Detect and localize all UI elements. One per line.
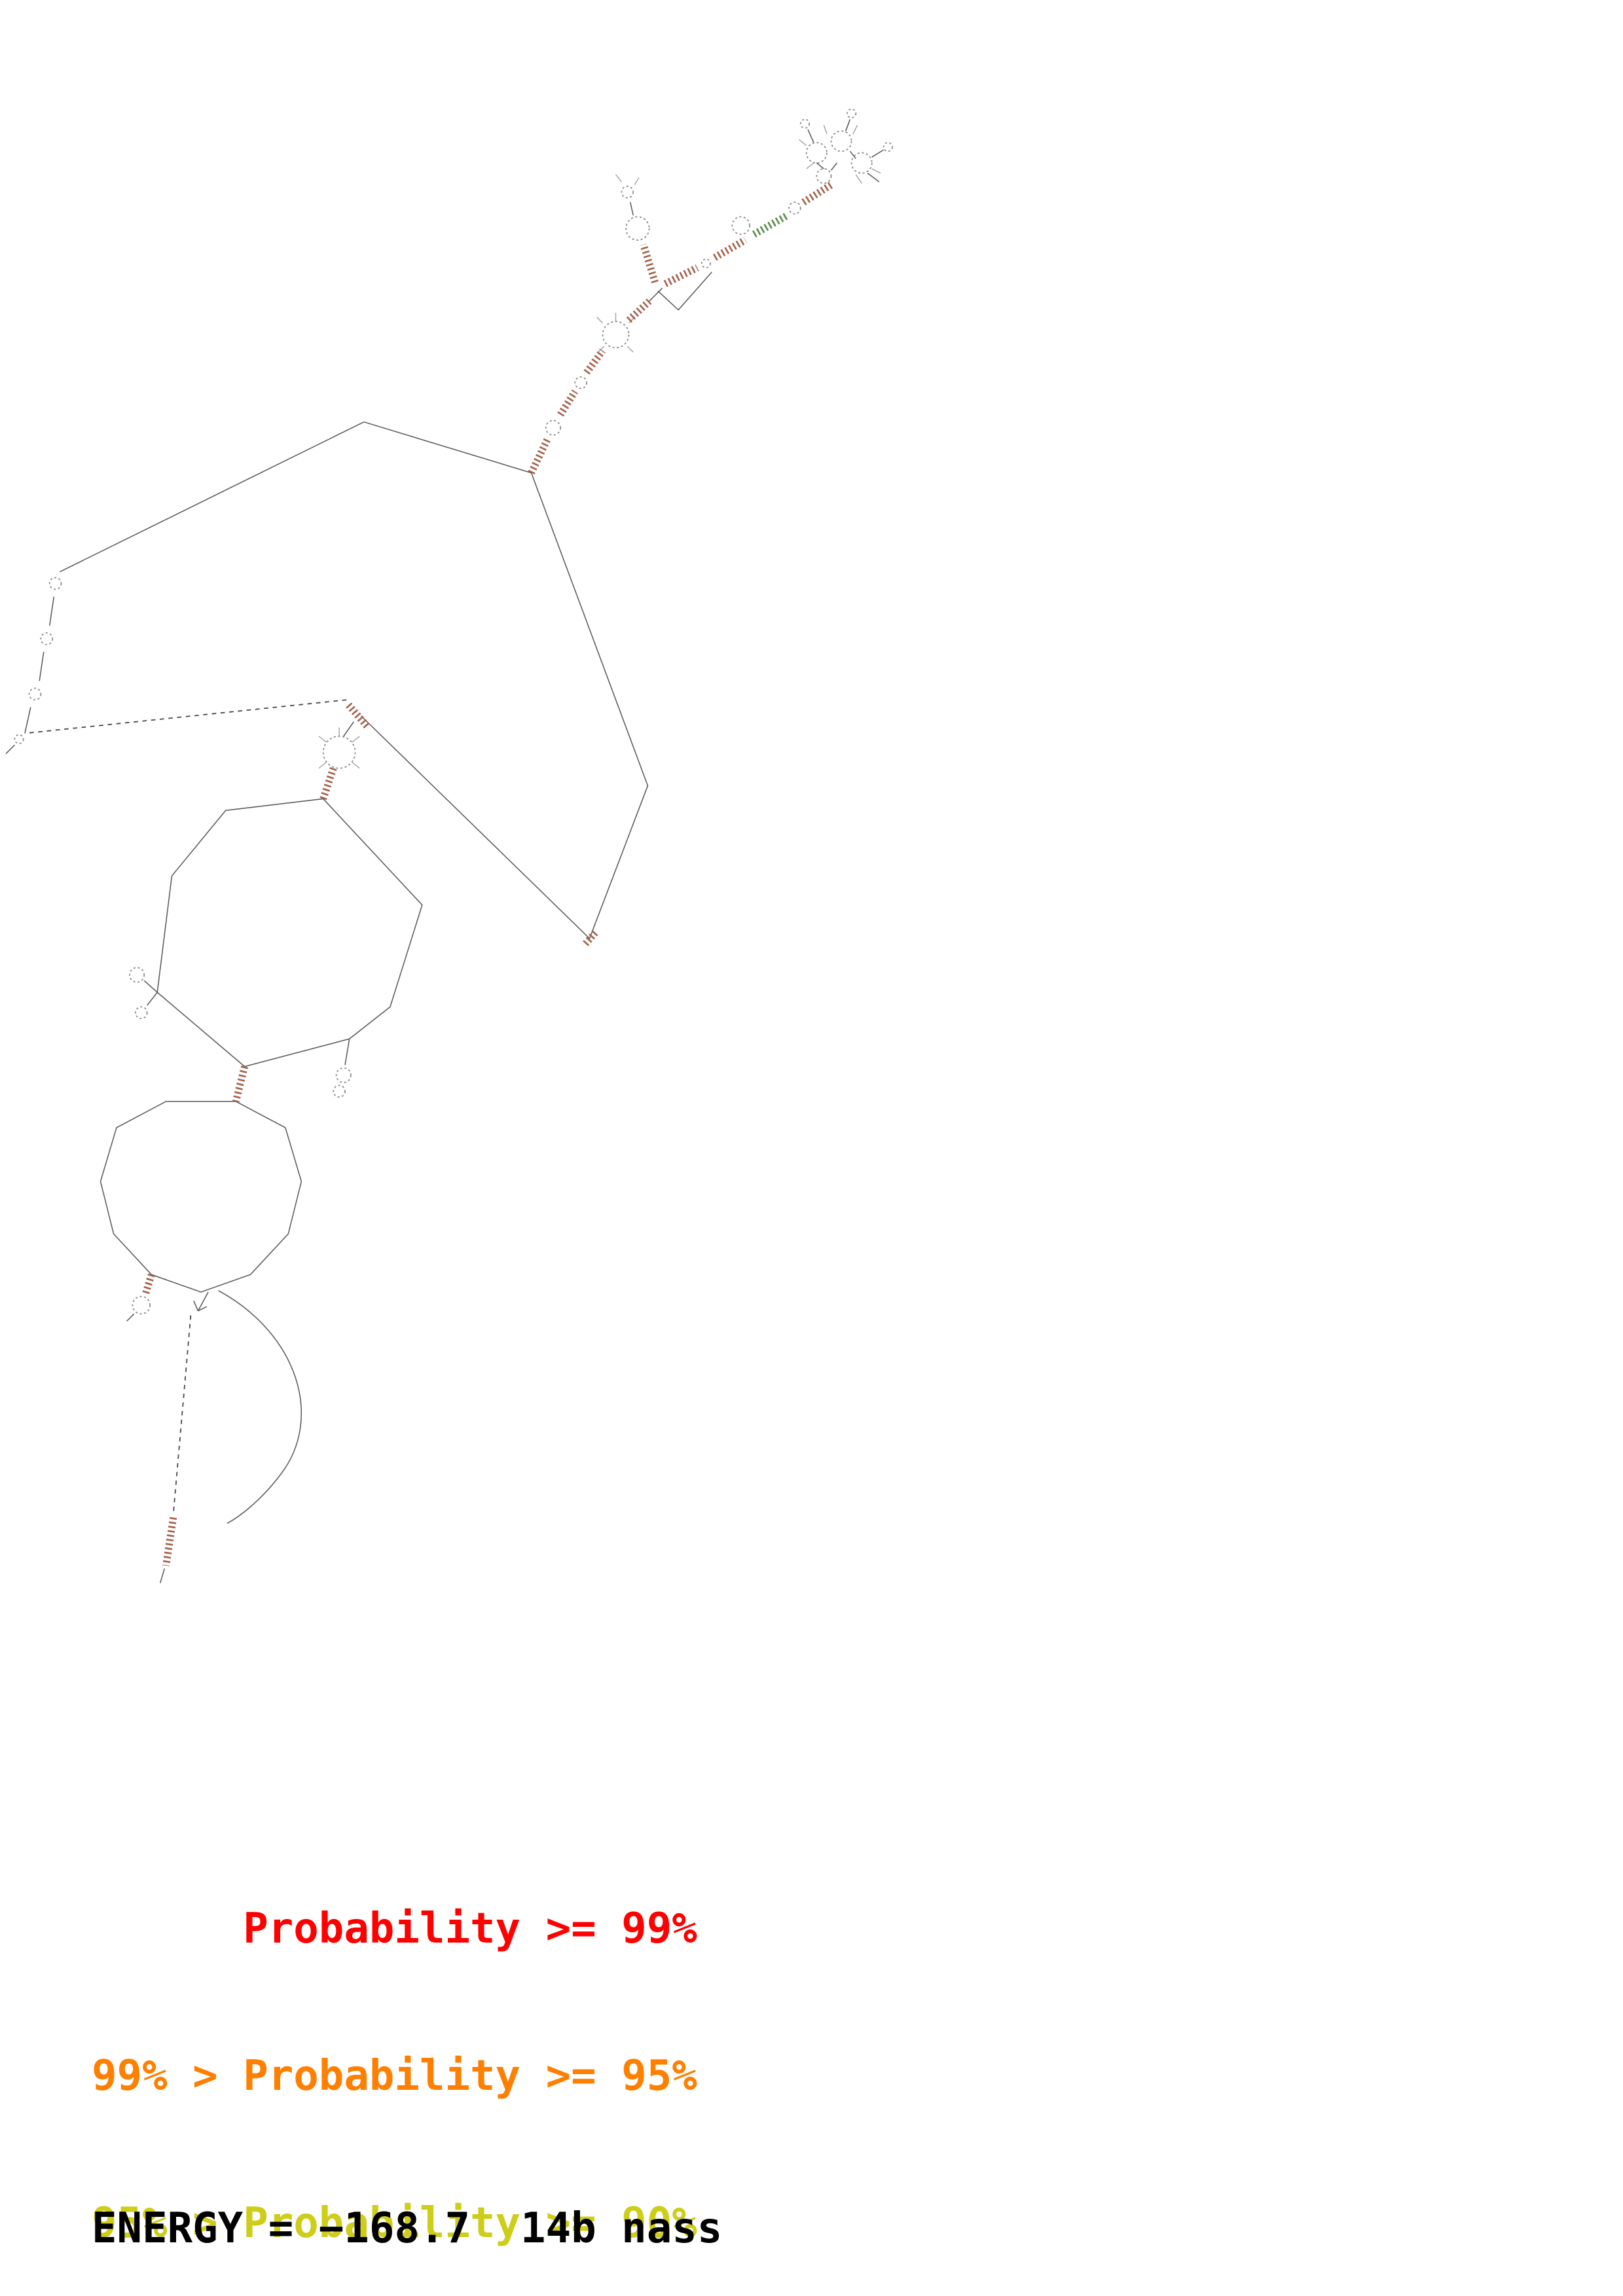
hairpin-loop-icon	[625, 216, 650, 241]
connector-helix-1-2	[318, 702, 370, 800]
hairpin-loop-icon	[40, 632, 54, 645]
lower-tail	[159, 1290, 302, 1583]
bulge-loop-icon	[731, 216, 750, 235]
legend-line-90: 95% > Probability >= 90%	[92, 2199, 697, 2248]
round-loop-3	[100, 1101, 302, 1322]
legend-line-95: 99% > Probability >= 95%	[92, 2052, 697, 2100]
multibranch-loop-2	[129, 798, 423, 1098]
energy-label: ENERGY = −168.7 14b nass	[92, 2204, 723, 2253]
single-strand-arc	[218, 1290, 302, 1524]
chain-to-apex	[663, 181, 833, 287]
hairpin-loop-icon	[129, 967, 145, 983]
hairpin-loop-icon	[48, 577, 62, 590]
hairpin-loop-icon	[132, 1295, 151, 1315]
apex-loop-cluster	[799, 108, 893, 184]
connector-helix-2-3	[232, 1066, 249, 1103]
legend-line-99: Probability >= 99%	[92, 1905, 697, 1953]
probability-legend: Probability >= 99% 99% > Probability >= …	[92, 1806, 697, 2296]
hairpin-loop-icon	[28, 687, 42, 701]
hairpin-loop-icon	[335, 1067, 352, 1083]
interior-loop-icon	[322, 735, 356, 769]
terminal-helix	[162, 1516, 177, 1566]
strand-arrow-icon	[193, 1291, 209, 1312]
interior-loop-icon	[602, 321, 630, 349]
multibranch-loop-1	[5, 421, 649, 948]
chain-end-icon	[14, 734, 24, 744]
upper-helix-chain	[528, 272, 712, 475]
helix-mark	[581, 930, 598, 948]
hairpin-branch-up	[615, 174, 659, 283]
